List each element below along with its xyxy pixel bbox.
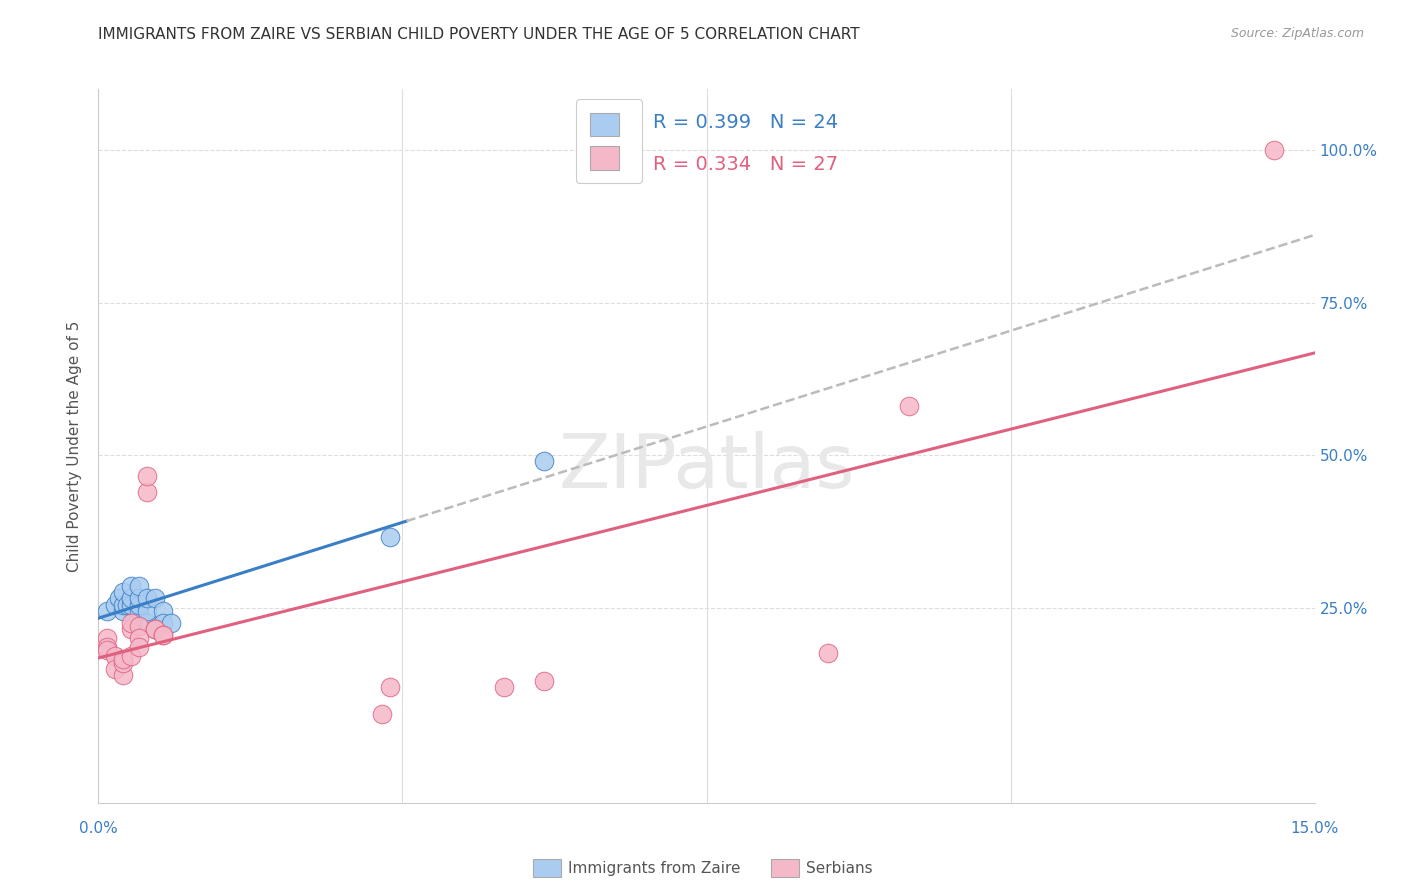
Point <box>136 615 159 630</box>
Point <box>371 707 394 722</box>
Point <box>143 591 166 606</box>
Point <box>817 646 839 660</box>
Text: Source: ZipAtlas.com: Source: ZipAtlas.com <box>1230 27 1364 40</box>
Point <box>160 615 183 630</box>
Point <box>107 591 129 606</box>
Point <box>120 591 142 606</box>
Point <box>120 649 142 664</box>
Point <box>96 643 118 657</box>
Point <box>96 640 118 655</box>
Point <box>152 604 174 618</box>
Legend: , : , <box>576 99 643 184</box>
Point <box>533 454 555 468</box>
Point <box>533 673 555 688</box>
Point <box>104 662 127 676</box>
Point <box>1263 143 1285 157</box>
Point <box>898 400 921 414</box>
Point <box>380 680 402 694</box>
Point <box>111 598 134 612</box>
Text: IMMIGRANTS FROM ZAIRE VS SERBIAN CHILD POVERTY UNDER THE AGE OF 5 CORRELATION CH: IMMIGRANTS FROM ZAIRE VS SERBIAN CHILD P… <box>98 27 860 42</box>
Point <box>136 484 159 499</box>
Point <box>120 615 142 630</box>
Point <box>115 598 138 612</box>
Point <box>128 631 150 645</box>
Point <box>128 619 150 633</box>
Text: ZIPatlas: ZIPatlas <box>558 431 855 504</box>
Point <box>128 591 150 606</box>
Point <box>152 628 174 642</box>
Point <box>143 622 166 636</box>
Point <box>120 622 142 636</box>
Point <box>111 604 134 618</box>
Point <box>96 631 118 645</box>
Legend: Immigrants from Zaire, Serbians: Immigrants from Zaire, Serbians <box>526 852 880 884</box>
Point <box>380 531 402 545</box>
Y-axis label: Child Poverty Under the Age of 5: Child Poverty Under the Age of 5 <box>67 320 83 572</box>
Point <box>492 680 515 694</box>
Point <box>111 652 134 666</box>
Point <box>104 649 127 664</box>
Point <box>104 598 127 612</box>
Point <box>120 579 142 593</box>
Point <box>128 598 150 612</box>
Point <box>152 615 174 630</box>
Point <box>136 604 159 618</box>
Point <box>111 585 134 599</box>
Point <box>128 640 150 655</box>
Point <box>111 656 134 670</box>
Text: R = 0.399   N = 24: R = 0.399 N = 24 <box>654 113 838 132</box>
Point <box>136 469 159 483</box>
Point <box>128 579 150 593</box>
Point <box>136 591 159 606</box>
Point <box>143 622 166 636</box>
Text: 0.0%: 0.0% <box>79 822 118 836</box>
Point <box>111 667 134 681</box>
Text: 15.0%: 15.0% <box>1291 822 1339 836</box>
Point <box>128 604 150 618</box>
Point <box>143 622 166 636</box>
Point <box>96 604 118 618</box>
Point <box>152 628 174 642</box>
Text: R = 0.334   N = 27: R = 0.334 N = 27 <box>654 155 838 174</box>
Point <box>120 598 142 612</box>
